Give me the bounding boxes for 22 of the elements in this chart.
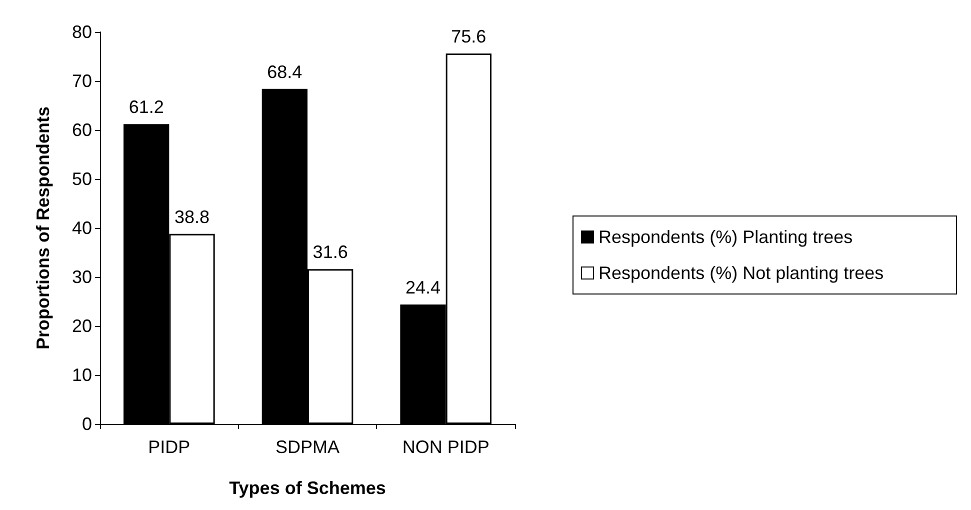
legend-label: Respondents (%) Planting trees xyxy=(598,227,853,247)
y-axis-title: Proportions of Respondents xyxy=(33,106,53,350)
data-label: 68.4 xyxy=(267,62,302,82)
y-tick-label: 80 xyxy=(72,22,92,42)
data-label: 38.8 xyxy=(174,206,210,227)
y-tick-label: 40 xyxy=(72,218,92,238)
data-label: 24.4 xyxy=(405,277,441,298)
x-tick-label: NON PIDP xyxy=(402,437,490,457)
y-tick-label: 70 xyxy=(72,71,92,91)
x-tick-label: PIDP xyxy=(148,437,190,457)
x-tick-label: SDPMA xyxy=(275,437,340,457)
y-tick-label: 20 xyxy=(72,316,92,336)
y-tick-label: 60 xyxy=(72,120,92,140)
data-label: 61.2 xyxy=(128,97,164,118)
y-tick-label: 30 xyxy=(72,267,92,287)
x-axis-title: Types of Schemes xyxy=(229,478,386,498)
y-tick-label: 10 xyxy=(72,365,92,385)
y-tick-label: 50 xyxy=(72,169,92,189)
legend-label: Respondents (%) Not planting trees xyxy=(598,263,884,283)
y-tick-label: 0 xyxy=(82,414,92,434)
data-label: 31.6 xyxy=(312,242,348,262)
data-label: 75.6 xyxy=(451,26,486,47)
